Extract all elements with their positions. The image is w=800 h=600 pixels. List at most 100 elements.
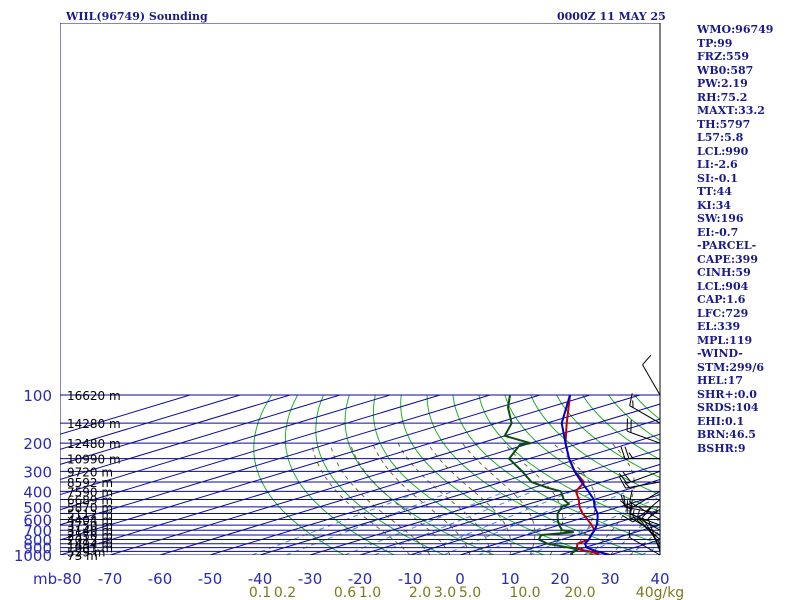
pressure-tick-label: 700 [23,522,52,540]
mixing-ratio-line [641,545,660,555]
wind-barb-flag [629,393,633,406]
mixing-ratio-label: 0.1 [249,585,271,600]
moist-adiabat-line [461,442,536,555]
stat-line: EL:339 [697,320,741,333]
height-label: 4404 m [67,514,113,528]
moist-adiabat-line [311,443,411,555]
stat-line: CAPE:399 [697,252,758,266]
dry-adiabat-line [372,394,546,555]
wind-barb-shaft [629,490,661,510]
stat-line: SRDS:104 [697,401,759,414]
wind-barb-shaft [647,518,661,552]
wind-barb-flag [632,509,635,518]
mixing-ratio-label: 3.0 [434,585,456,600]
isotherm-line [60,394,291,465]
stat-line: WB0:587 [697,63,754,77]
moist-adiabat-line [329,443,431,555]
wind-barb [637,509,661,545]
height-label: 5870 m [67,501,113,515]
dry-adiabat-line [400,394,596,555]
isotherm-line [159,403,660,555]
wind-barb-shaft [629,537,661,556]
height-label: 9720 m [67,465,113,479]
height-label: 16620 m [67,389,121,403]
stat-line: SHR+:0.0 [697,387,757,401]
mixing-ratio-label: 40g/kg [636,585,684,600]
wind-barb [629,393,661,424]
stat-line: PW:2.19 [697,77,748,90]
height-label: 7590 m [67,485,113,499]
stat-line: EHI:0.1 [697,414,745,428]
temperature-tick-label: -50 [198,570,223,588]
height-label: 1001 m [67,542,113,556]
wind-barb-flag [629,500,633,513]
moist-adiabat-line [427,442,512,555]
height-label: 73 m [67,549,98,563]
wind-barb-flag [622,471,632,483]
wind-barb-flag [619,476,626,489]
stat-line: LFC:729 [697,306,749,320]
stat-line: -WIND- [697,347,743,360]
wind-barb [618,470,661,484]
mixing-ratio-label: 2.0 [409,585,431,600]
temperature-tick-label: 30 [600,570,619,588]
wind-barb-shaft [629,501,661,520]
dry-adiabat-line [530,394,660,496]
stat-line: TT:44 [697,185,732,198]
isotherm-line [60,394,241,450]
stat-line: L57:5.8 [697,131,744,144]
isotherm-line [109,394,641,555]
pressure-tick-label: 400 [23,483,52,501]
stat-line: WMO:96749 [697,23,774,36]
temperature-tick-label: -30 [298,570,323,588]
isotherm-line [60,394,191,435]
wind-barb-flag [642,354,652,366]
temperature-tick-label: 10 [500,570,519,588]
mixing-ratio-label: 1.0 [359,585,381,600]
dry-adiabat-line [344,394,496,555]
stat-line: BSHR:9 [697,441,746,455]
dry-adiabat-line [556,394,660,479]
pressure-tick-label: 1000 [14,547,52,565]
stat-line: CAP:1.6 [697,293,746,306]
height-label: 8592 m [67,476,113,490]
temperature-tick-label: 20 [550,570,569,588]
isotherm-line [60,394,391,496]
mixing-ratio-label: 5.0 [459,585,481,600]
stat-line: SI:-0.1 [697,171,738,185]
wind-barb [629,489,661,520]
pressure-tick-label: 300 [23,463,52,481]
mixing-ratio-line [374,490,534,555]
wind-barb-flag [618,473,628,484]
stat-line: LCL:990 [697,144,749,158]
pressure-tick-label: 800 [23,531,52,549]
stat-line: -PARCEL- [697,239,757,252]
wind-barb-flag [642,507,652,518]
height-label: 5112 m [67,507,113,521]
stat-line: CINH:59 [697,266,751,279]
isotherm-line [60,394,541,541]
stat-line: HEL:17 [697,374,743,387]
temperature-tick-label: 40 [650,570,669,588]
wind-barb-flag [637,509,641,518]
wind-barb [620,446,660,460]
wind-barb [642,354,661,396]
wind-barb [619,476,661,489]
height-label: 6689 m [67,494,113,508]
temperature-tick-label: -40 [248,570,273,588]
wind-barb-flag [622,514,634,523]
wind-barb-flag [623,494,627,508]
pressure-tick-label: 200 [23,435,52,453]
wind-barb-shaft [637,516,661,545]
wind-barb-flag [624,446,630,459]
mixing-ratio-label: 0.2 [274,585,296,600]
wind-barb-shaft [626,470,661,484]
wind-barb [647,510,661,552]
isotherm-line [459,494,660,555]
dewpoint-profile [503,394,579,555]
wind-barb-flag [628,452,634,459]
height-label: 2550 m [67,529,113,543]
height-label: 529 m [67,545,105,559]
chart-time: 0000Z 11 MAY 25 [557,10,666,23]
